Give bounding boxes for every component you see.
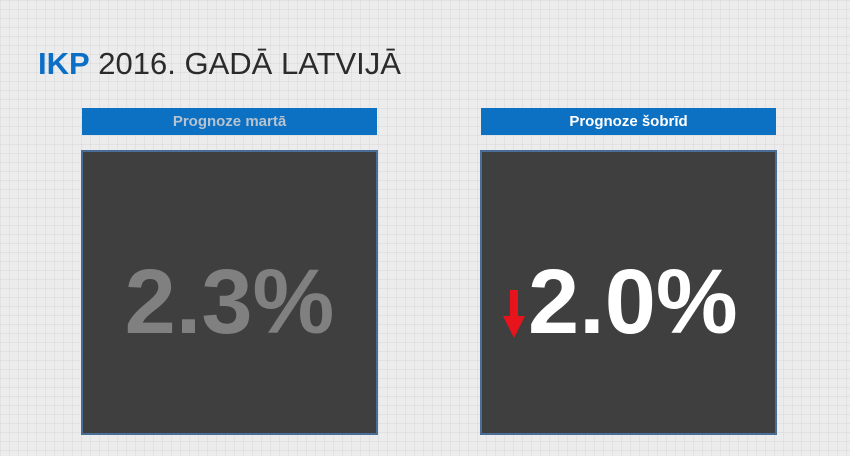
header-forecast-march: Prognoze martā bbox=[82, 108, 377, 135]
header-forecast-now: Prognoze šobrīd bbox=[481, 108, 776, 135]
arrow-down-icon bbox=[503, 290, 525, 338]
panel-forecast-now: 2.0% bbox=[480, 150, 777, 435]
title-text: 2016. GADĀ LATVIJĀ bbox=[89, 46, 401, 81]
title-accent: IKP bbox=[38, 46, 90, 81]
slide-title: IKP 2016. GADĀ LATVIJĀ bbox=[38, 46, 401, 82]
value-forecast-march: 2.3% bbox=[124, 251, 335, 353]
value-forecast-now: 2.0% bbox=[528, 251, 738, 353]
panel-forecast-march: 2.3% bbox=[81, 150, 378, 435]
